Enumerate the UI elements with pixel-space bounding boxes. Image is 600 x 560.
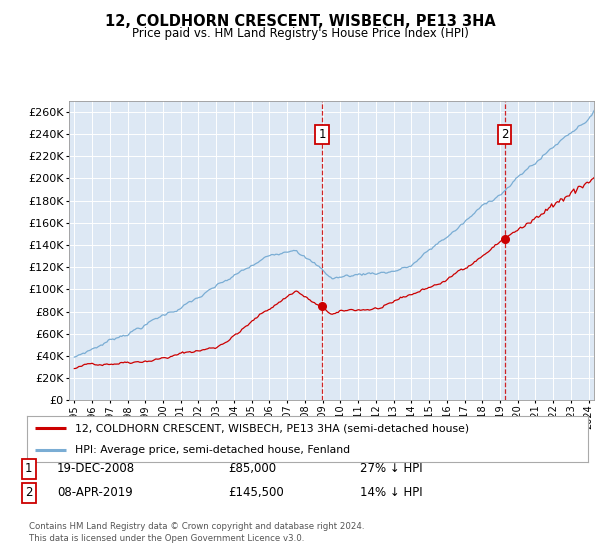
- Text: 14% ↓ HPI: 14% ↓ HPI: [360, 486, 422, 500]
- Text: 08-APR-2019: 08-APR-2019: [57, 486, 133, 500]
- Text: 19-DEC-2008: 19-DEC-2008: [57, 462, 135, 475]
- Text: 2: 2: [501, 128, 509, 141]
- Text: HPI: Average price, semi-detached house, Fenland: HPI: Average price, semi-detached house,…: [74, 445, 350, 455]
- Text: 1: 1: [25, 462, 32, 475]
- Text: 12, COLDHORN CRESCENT, WISBECH, PE13 3HA (semi-detached house): 12, COLDHORN CRESCENT, WISBECH, PE13 3HA…: [74, 423, 469, 433]
- Text: 27% ↓ HPI: 27% ↓ HPI: [360, 462, 422, 475]
- Text: £145,500: £145,500: [228, 486, 284, 500]
- Text: Contains HM Land Registry data © Crown copyright and database right 2024.
This d: Contains HM Land Registry data © Crown c…: [29, 522, 364, 543]
- Text: Price paid vs. HM Land Registry's House Price Index (HPI): Price paid vs. HM Land Registry's House …: [131, 27, 469, 40]
- Text: £85,000: £85,000: [228, 462, 276, 475]
- Text: 12, COLDHORN CRESCENT, WISBECH, PE13 3HA: 12, COLDHORN CRESCENT, WISBECH, PE13 3HA: [104, 14, 496, 29]
- Text: 2: 2: [25, 486, 32, 500]
- Text: 1: 1: [319, 128, 326, 141]
